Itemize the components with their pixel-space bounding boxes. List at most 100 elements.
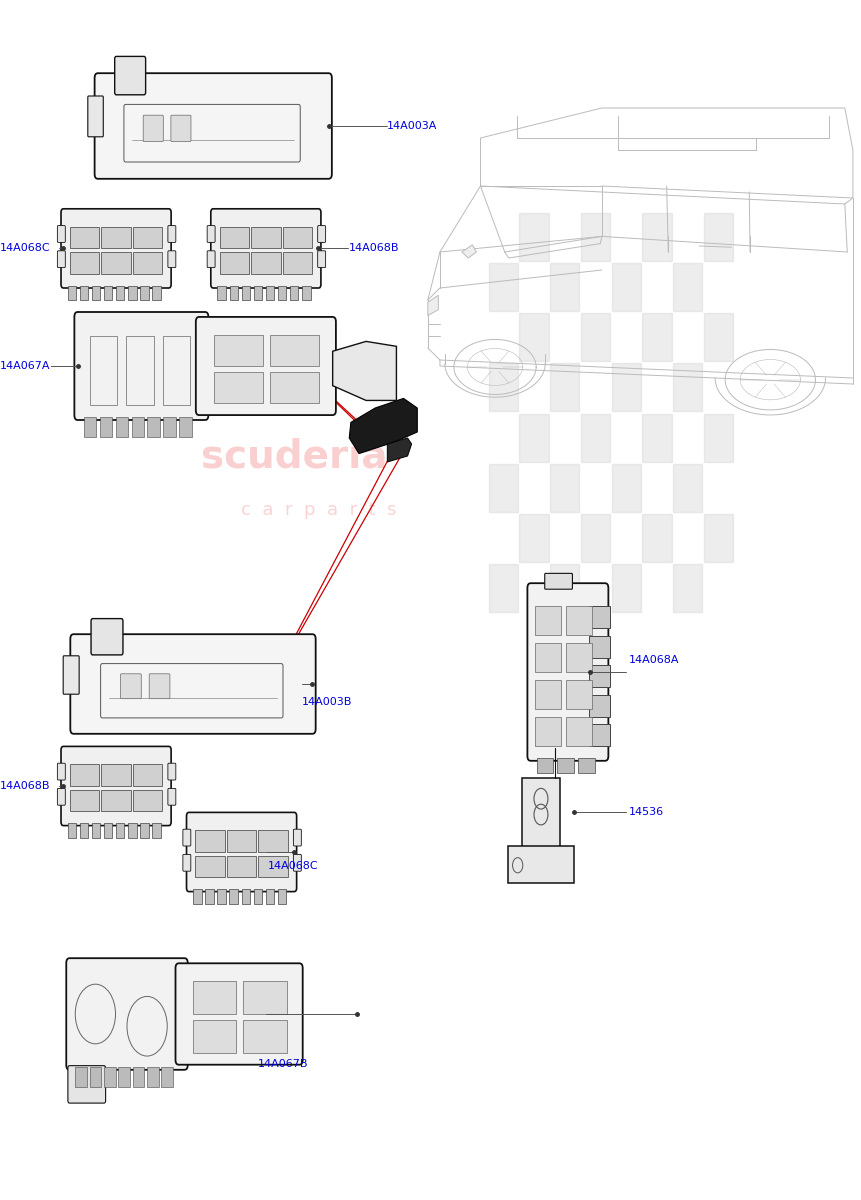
FancyBboxPatch shape xyxy=(91,619,123,655)
Bar xyxy=(519,313,548,361)
Bar xyxy=(193,1020,236,1052)
Bar xyxy=(550,463,579,511)
Bar xyxy=(70,252,99,274)
Bar xyxy=(147,418,160,437)
Bar xyxy=(102,252,131,274)
Bar xyxy=(673,263,703,311)
Bar xyxy=(488,364,517,412)
Bar xyxy=(488,414,517,462)
Bar xyxy=(163,336,190,406)
FancyBboxPatch shape xyxy=(143,115,164,142)
Bar xyxy=(226,830,257,852)
Bar xyxy=(579,757,595,773)
Bar xyxy=(75,1067,87,1087)
Bar xyxy=(164,418,177,437)
Bar xyxy=(266,286,275,300)
Bar xyxy=(642,313,672,361)
Bar xyxy=(704,364,734,412)
Bar xyxy=(133,252,163,274)
Bar xyxy=(270,335,319,366)
Bar xyxy=(581,263,610,311)
FancyBboxPatch shape xyxy=(71,634,316,733)
Bar xyxy=(642,364,672,412)
FancyBboxPatch shape xyxy=(195,317,336,415)
Bar xyxy=(251,227,281,248)
Bar xyxy=(266,889,274,904)
Bar xyxy=(195,856,225,877)
Text: 14536: 14536 xyxy=(629,808,664,817)
Text: scuderia: scuderia xyxy=(201,437,387,475)
FancyBboxPatch shape xyxy=(168,788,176,805)
Bar xyxy=(589,636,610,658)
FancyBboxPatch shape xyxy=(66,958,188,1070)
Bar xyxy=(589,695,610,716)
Bar xyxy=(251,252,281,274)
Bar xyxy=(611,313,641,361)
Bar xyxy=(242,286,250,300)
Bar xyxy=(704,414,734,462)
Bar xyxy=(581,214,610,260)
Bar xyxy=(611,214,641,260)
Bar xyxy=(567,606,592,635)
Bar xyxy=(581,463,610,511)
Bar xyxy=(80,823,88,838)
FancyBboxPatch shape xyxy=(168,251,176,268)
Bar xyxy=(519,364,548,412)
FancyBboxPatch shape xyxy=(168,763,176,780)
Bar xyxy=(270,372,319,403)
FancyBboxPatch shape xyxy=(58,763,65,780)
Bar xyxy=(550,214,579,260)
Bar xyxy=(567,680,592,709)
Bar xyxy=(133,1067,145,1087)
FancyBboxPatch shape xyxy=(115,56,146,95)
Bar xyxy=(302,286,311,300)
FancyBboxPatch shape xyxy=(183,829,191,846)
Bar xyxy=(254,286,263,300)
Bar xyxy=(70,764,99,786)
Bar xyxy=(611,414,641,462)
Bar xyxy=(519,414,548,462)
Bar xyxy=(589,606,610,629)
Bar xyxy=(205,889,214,904)
FancyBboxPatch shape xyxy=(294,854,301,871)
Bar xyxy=(611,463,641,511)
Bar xyxy=(567,718,592,746)
Bar xyxy=(704,514,734,562)
Text: 14A068A: 14A068A xyxy=(629,655,679,665)
Text: 14A068B: 14A068B xyxy=(0,781,51,791)
Bar xyxy=(258,830,288,852)
FancyBboxPatch shape xyxy=(318,251,325,268)
Bar xyxy=(290,286,299,300)
Bar xyxy=(115,418,128,437)
Bar xyxy=(102,764,131,786)
FancyBboxPatch shape xyxy=(121,674,141,698)
Bar xyxy=(282,252,313,274)
Bar xyxy=(673,463,703,511)
Bar xyxy=(519,263,548,311)
Bar xyxy=(127,336,153,406)
Bar xyxy=(84,418,96,437)
Bar xyxy=(673,313,703,361)
Bar xyxy=(140,286,149,300)
Bar xyxy=(92,286,100,300)
Bar xyxy=(589,665,610,688)
Bar xyxy=(147,1067,158,1087)
Bar xyxy=(244,982,287,1014)
Bar xyxy=(218,286,226,300)
Bar xyxy=(642,263,672,311)
Polygon shape xyxy=(461,245,476,258)
Bar xyxy=(258,856,288,877)
Polygon shape xyxy=(387,438,412,462)
Bar xyxy=(642,514,672,562)
Bar xyxy=(195,830,225,852)
Bar xyxy=(550,263,579,311)
Bar xyxy=(581,514,610,562)
Bar xyxy=(70,790,99,811)
Bar xyxy=(254,889,262,904)
Bar xyxy=(536,757,553,773)
Bar xyxy=(488,263,517,311)
Bar xyxy=(642,463,672,511)
Bar xyxy=(589,724,610,746)
Bar xyxy=(214,335,263,366)
Bar xyxy=(673,514,703,562)
